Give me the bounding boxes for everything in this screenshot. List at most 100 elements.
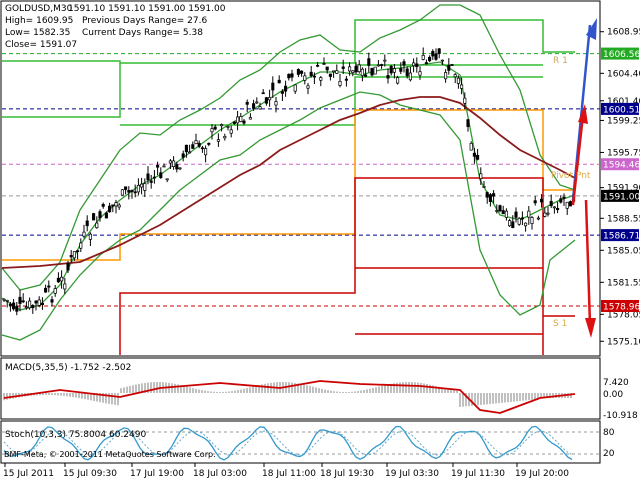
candle-body <box>172 160 176 167</box>
candle-body <box>111 204 115 207</box>
candle-body <box>280 91 284 94</box>
candle-body <box>469 142 473 151</box>
candle-body <box>508 220 512 227</box>
price-tick-label: 1581.55 <box>607 278 640 288</box>
time-tick-label: 17 Jul 19:00 <box>130 469 184 479</box>
copyright-text: BMF-Meta, © 2001-2011 MetaQuotes Softwar… <box>4 450 216 459</box>
candle-body <box>364 74 368 77</box>
stochastic-series <box>2 425 600 461</box>
r1-label: R 1 <box>553 56 568 66</box>
candle-body <box>191 144 195 149</box>
candle-body <box>517 218 521 225</box>
candle-body <box>277 79 281 84</box>
time-tick-label: 15 Jul 09:30 <box>63 469 117 479</box>
candle-body <box>197 142 201 147</box>
candle-body <box>37 299 41 306</box>
candle-body <box>341 66 345 69</box>
candle-body <box>495 210 499 212</box>
candle-body <box>2 298 6 301</box>
candle-body <box>220 124 224 127</box>
candle-body <box>92 213 96 221</box>
price-level-lines <box>2 53 600 307</box>
candle-body <box>56 277 60 283</box>
support-line <box>119 177 544 355</box>
stoch-tick-20: 20 <box>603 449 615 459</box>
candle-body <box>543 212 547 217</box>
candle-body <box>360 68 364 76</box>
candle-body <box>415 63 419 68</box>
candle-body <box>482 186 486 188</box>
candle-body <box>236 116 240 124</box>
candle-body <box>328 73 332 77</box>
candle-body <box>255 101 259 104</box>
price-label-text: 1578.96 <box>603 302 640 312</box>
candle-body <box>367 58 371 66</box>
candle-body <box>511 221 515 228</box>
candle-body <box>440 59 444 62</box>
stoch-tick-80: 80 <box>603 428 615 438</box>
time-tick-label: 15 Jul 2011 <box>3 469 54 479</box>
candle-body <box>444 72 448 80</box>
candle-body <box>181 153 185 158</box>
candle-body <box>261 92 265 95</box>
candle-body <box>344 78 348 81</box>
candle-body <box>466 119 470 127</box>
candle-body <box>200 147 204 150</box>
candle-body <box>373 66 377 75</box>
price-tick-label: 1601.40 <box>607 97 640 107</box>
candle-body <box>50 299 54 303</box>
resistance-line <box>2 60 121 118</box>
candle-body <box>63 283 67 290</box>
price-axis: 1608.95 1604.40 1601.40 1599.25 1595.75 1591.… <box>600 28 640 347</box>
price-tick-label: 1575.10 <box>607 337 640 347</box>
candle-body <box>223 136 227 139</box>
candle-body <box>306 85 310 89</box>
price-tick-label: 1578.05 <box>607 310 640 320</box>
candle-body <box>34 300 38 304</box>
candle-body <box>252 103 256 109</box>
candle-body <box>399 68 403 72</box>
candle-body <box>552 206 556 209</box>
candle-body <box>15 306 19 312</box>
candle-body <box>565 201 569 209</box>
candle-body <box>287 73 291 79</box>
candle-body <box>184 144 188 153</box>
candle-body <box>428 56 432 62</box>
candle-body <box>312 75 316 78</box>
arrow-down-head <box>585 318 596 338</box>
candle-body <box>293 84 297 92</box>
candle-body <box>332 70 336 73</box>
projection-arrows <box>571 18 597 338</box>
macd-tick-bottom: -10.918 <box>603 411 638 421</box>
time-tick-label: 18 Jul 19:30 <box>320 469 374 479</box>
previous-range-label: Previous Days Range= 27.6 <box>82 16 207 26</box>
candle-body <box>60 276 64 282</box>
candle-body <box>210 128 214 133</box>
candle-body <box>488 194 492 202</box>
price-label-text: 1591.00 <box>603 192 640 202</box>
candle-body <box>8 303 12 306</box>
candle-body <box>82 231 86 237</box>
candle-body <box>69 255 73 258</box>
candle-body <box>101 204 105 207</box>
bollinger-lower <box>1 91 576 341</box>
low-label: Low= 1582.35 <box>5 28 70 38</box>
price-label-box <box>601 189 639 202</box>
candle-body <box>501 210 505 215</box>
candle-body <box>322 63 326 65</box>
candle-body <box>546 212 550 215</box>
candle-body <box>338 80 342 86</box>
candle-body <box>28 300 32 309</box>
candle-body <box>31 305 35 309</box>
candle-body <box>168 160 172 164</box>
candle-body <box>5 299 9 302</box>
candle-body <box>456 77 460 84</box>
macd-tick-top: 7.420 <box>603 378 629 388</box>
current-range-label: Current Days Range= 5.38 <box>82 28 203 38</box>
candle-body <box>79 242 83 249</box>
candle-body <box>12 302 16 310</box>
price-tick-label: 1608.95 <box>607 28 640 38</box>
price-label-box <box>601 158 639 171</box>
candle-body <box>447 65 451 71</box>
